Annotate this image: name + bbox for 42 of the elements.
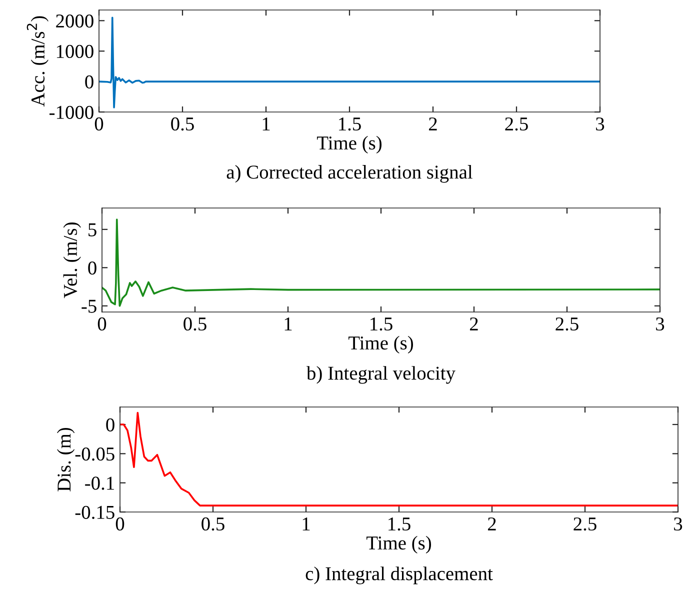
text: a) Corrected acceleration signal <box>226 165 472 183</box>
x-tick-label: 2 <box>470 317 478 330</box>
x-tick-label: 2 <box>428 117 437 130</box>
y-tick-label: 0 <box>85 75 94 88</box>
y-tick-label: 2000 <box>56 14 94 28</box>
x-tick-label: 2.5 <box>574 517 596 531</box>
x-tick-label: 3 <box>656 317 664 331</box>
y-tick-label: 5 <box>88 223 96 236</box>
x-tick-label: 3 <box>596 117 604 131</box>
x-tick-label: 1.5 <box>339 118 361 131</box>
x-tick-label: 1.5 <box>388 518 410 531</box>
x-tick-label: 1 <box>302 518 310 530</box>
x-tick-label: 3 <box>674 517 682 531</box>
y-tick-label: 0 <box>88 261 96 275</box>
y-tick-label: 1000 <box>56 44 94 58</box>
y-axis-title: Dis. (m) <box>57 428 75 492</box>
y-tick-label: -0.05 <box>75 447 114 461</box>
line-series <box>102 218 660 307</box>
x-tick-label: 1 <box>284 318 292 330</box>
x-axis-title: Time (s) <box>348 336 414 354</box>
text: c) Integral displacement <box>306 566 493 584</box>
x-tick-label: 0 <box>116 517 124 531</box>
x-axis-title: Time (s) <box>366 536 432 554</box>
y-axis-title: Acc. (m/s$^{2}$) <box>26 16 48 107</box>
y-axis-title: Vel. (m/s) <box>63 222 81 298</box>
y-tick-label: -0.1 <box>85 476 114 490</box>
x-tick-label: 2 <box>488 517 496 530</box>
x-axis-title: Time (s) <box>316 136 382 154</box>
y-tick-label: -1000 <box>50 106 94 119</box>
x-tick-label: 1 <box>262 118 270 130</box>
x-tick-label: 1.5 <box>370 318 392 331</box>
line-series <box>120 412 678 506</box>
x-tick-label: 2.5 <box>505 117 528 131</box>
y-tick-label: 0 <box>106 418 114 432</box>
y-tick-label: -0.15 <box>75 506 114 520</box>
y-tick-label: -5 <box>82 300 96 313</box>
x-tick-label: 0.5 <box>184 317 206 331</box>
x-tick-label: 0.5 <box>171 117 194 131</box>
x-tick-label: 2.5 <box>556 317 578 331</box>
x-tick-label: 0.5 <box>202 517 224 531</box>
text: b) Integral velocity <box>306 366 456 384</box>
line-series <box>99 16 600 108</box>
